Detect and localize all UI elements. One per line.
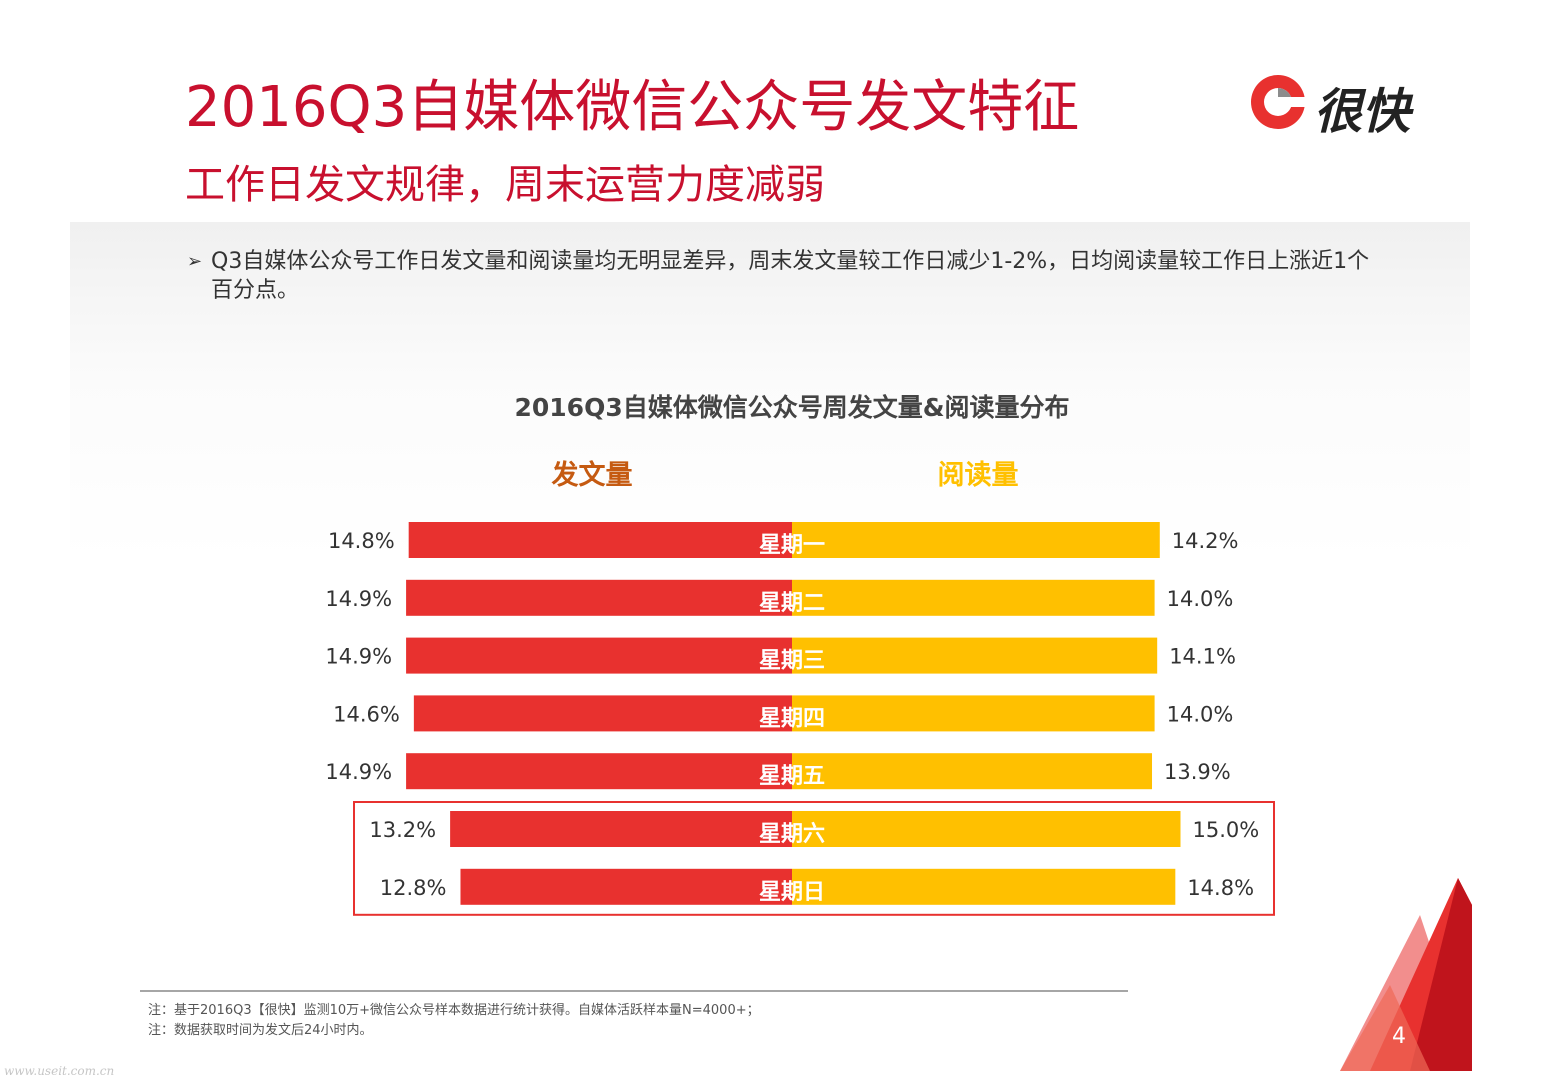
- label-posts-7: 12.8%: [380, 876, 447, 900]
- chart-title: 2016Q3自媒体微信公众号周发文量&阅读量分布: [514, 393, 1069, 422]
- footnote-divider: [140, 990, 1128, 992]
- label-reads-2: 14.0%: [1167, 587, 1234, 611]
- label-reads-1: 14.2%: [1172, 529, 1239, 553]
- footnote-line-2: 注：数据获取时间为发文后24小时内。: [148, 1023, 373, 1038]
- logo-icon: [1251, 75, 1308, 129]
- label-posts-4: 14.6%: [333, 702, 400, 726]
- weekend-highlight-box: [353, 801, 1275, 916]
- bar-reads-3: [792, 637, 1158, 674]
- bar-posts-6: [450, 811, 792, 847]
- label-posts-3: 14.9%: [325, 645, 392, 669]
- category-label-7: 星期日: [759, 880, 825, 905]
- category-label-2: 星期二: [759, 591, 825, 616]
- label-posts-2: 14.9%: [325, 587, 392, 611]
- label-reads-4: 14.0%: [1167, 702, 1234, 726]
- bar-posts-4: [413, 695, 792, 732]
- arrow-bullet-icon: ➢: [187, 251, 203, 272]
- bar-reads-7: [792, 868, 1176, 905]
- bar-posts-1: [408, 522, 792, 558]
- brand-logo: 很快: [1248, 70, 1428, 140]
- legend-posts: 发文量: [551, 459, 633, 491]
- bar-posts-7: [460, 868, 792, 905]
- label-posts-5: 14.9%: [325, 760, 392, 784]
- category-label-6: 星期六: [759, 822, 825, 847]
- label-posts-6: 13.2%: [369, 818, 436, 842]
- bar-reads-6: [792, 811, 1181, 847]
- label-reads-3: 14.1%: [1169, 645, 1236, 669]
- bar-posts-5: [406, 753, 792, 790]
- summary-text: Q3自媒体公众号工作日发文量和阅读量均无明显差异，周末发文量较工作日减少1-2%…: [211, 249, 1370, 303]
- page-title: 2016Q3自媒体微信公众号发文特征: [185, 75, 1080, 140]
- label-posts-1: 14.8%: [328, 529, 395, 553]
- category-label-4: 星期四: [759, 706, 825, 731]
- summary-bullet: ➢ Q3自媒体公众号工作日发文量和阅读量均无明显差异，周末发文量较工作日减少1-…: [187, 247, 1387, 305]
- corner-decoration: [1340, 878, 1472, 1071]
- bar-posts-2: [406, 579, 792, 616]
- bar-reads-5: [792, 753, 1153, 790]
- bar-reads-4: [792, 695, 1155, 732]
- logo-text: 很快: [1314, 84, 1411, 140]
- bar-reads-2: [792, 579, 1155, 616]
- label-reads-7: 14.8%: [1187, 876, 1254, 900]
- label-reads-6: 15.0%: [1193, 818, 1260, 842]
- category-label-3: 星期三: [759, 649, 825, 674]
- category-label-5: 星期五: [759, 764, 825, 789]
- category-label-1: 星期一: [759, 533, 825, 558]
- footnote: 注：基于2016Q3【很快】监测10万+微信公众号样本数据进行统计获得。自媒体活…: [148, 1001, 760, 1041]
- footnote-line-1: 注：基于2016Q3【很快】监测10万+微信公众号样本数据进行统计获得。自媒体活…: [148, 1003, 760, 1018]
- page-subtitle: 工作日发文规律，周末运营力度减弱: [185, 162, 825, 208]
- bar-reads-1: [792, 522, 1160, 558]
- label-reads-5: 13.9%: [1164, 760, 1231, 784]
- page-number: 4: [1392, 1024, 1406, 1049]
- bar-posts-3: [406, 637, 792, 674]
- watermark: www.useit.com.cn: [4, 1064, 115, 1078]
- legend-reads: 阅读量: [938, 460, 1019, 491]
